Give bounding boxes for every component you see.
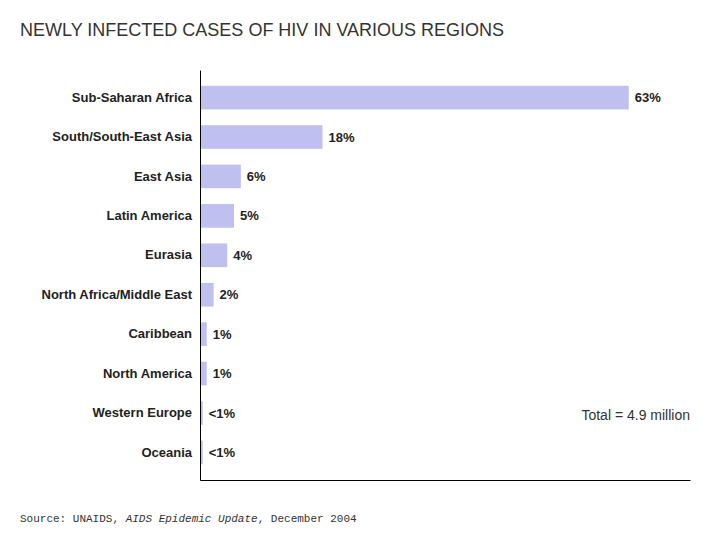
data-label: 1%: [213, 366, 232, 381]
source: Source: UNAIDS, AIDS Epidemic Update, De…: [20, 513, 357, 525]
bar: [200, 86, 629, 110]
title: NEWLY INFECTED CASES OF HIV IN VARIOUS R…: [20, 20, 504, 40]
y-tick-label: Western Europe: [93, 405, 192, 420]
y-tick-label: Sub-Saharan Africa: [72, 90, 193, 105]
data-label: 2%: [220, 287, 239, 302]
data-label: 6%: [247, 169, 266, 184]
data-label: 1%: [213, 327, 232, 342]
data-label: 63%: [635, 90, 661, 105]
y-tick-label: East Asia: [134, 169, 193, 184]
y-tick: Caribbean: [128, 326, 192, 341]
bars: [200, 86, 629, 464]
bar: [200, 243, 227, 267]
y-tick-label: Eurasia: [145, 247, 193, 262]
y-tick: North Africa/Middle East: [42, 287, 193, 302]
y-tick-label: Latin America: [107, 208, 193, 223]
bar: [200, 125, 323, 149]
y-tick-label: North Africa/Middle East: [42, 287, 193, 302]
chart-svg: NEWLY INFECTED CASES OF HIV IN VARIOUS R…: [0, 0, 720, 540]
y-axis-line: [200, 71, 201, 481]
y-tick: Oceania: [141, 445, 192, 460]
source-part: Source: UNAIDS,: [20, 513, 126, 525]
y-tick: Sub-Saharan Africa: [72, 90, 193, 105]
data-label: <1%: [209, 445, 236, 460]
x-axis-line: [201, 480, 691, 481]
data-label: 4%: [233, 248, 252, 263]
y-tick: South/South-East Asia: [52, 129, 192, 144]
y-tick-label: Caribbean: [128, 326, 192, 341]
y-tick: Latin America: [107, 208, 193, 223]
y-tick-label: South/South-East Asia: [52, 129, 192, 144]
bar: [200, 204, 234, 228]
y-tick: East Asia: [134, 169, 193, 184]
y-tick: Western Europe: [93, 405, 192, 420]
bar: [200, 283, 214, 307]
x-axis: [201, 480, 691, 481]
y-axis: Sub-Saharan Africa South/South-East Asia E…: [42, 71, 201, 481]
annotation: Total = 4.9 million: [581, 407, 690, 423]
y-tick: North America: [103, 366, 193, 381]
data-labels: 63% 18% 6% 5% 4% 2% 1% 1% <1% <1%: [209, 90, 661, 460]
plot: 63% 18% 6% 5% 4% 2% 1% 1% <1% <1% Sub-Saharan Afri…: [42, 71, 691, 481]
bar: [200, 322, 207, 346]
bar: [200, 165, 241, 189]
data-label: 5%: [240, 208, 259, 223]
y-tick-label: Oceania: [141, 445, 192, 460]
source-part: AIDS Epidemic Update: [125, 513, 258, 525]
bar: [200, 362, 207, 386]
data-label: <1%: [209, 406, 236, 421]
data-label: 18%: [329, 130, 355, 145]
y-tick: Eurasia: [145, 247, 193, 262]
source-part: , December 2004: [258, 513, 357, 525]
y-tick-label: North America: [103, 366, 193, 381]
